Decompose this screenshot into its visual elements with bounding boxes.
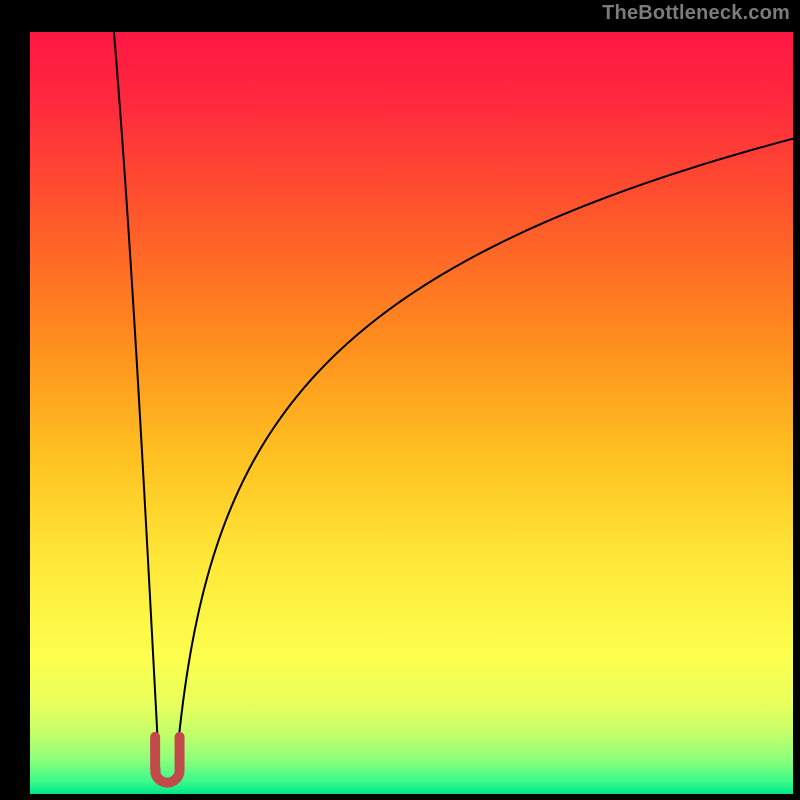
gradient-background bbox=[30, 32, 793, 794]
watermark-text: TheBottleneck.com bbox=[602, 2, 790, 25]
plot-area bbox=[0, 0, 800, 800]
